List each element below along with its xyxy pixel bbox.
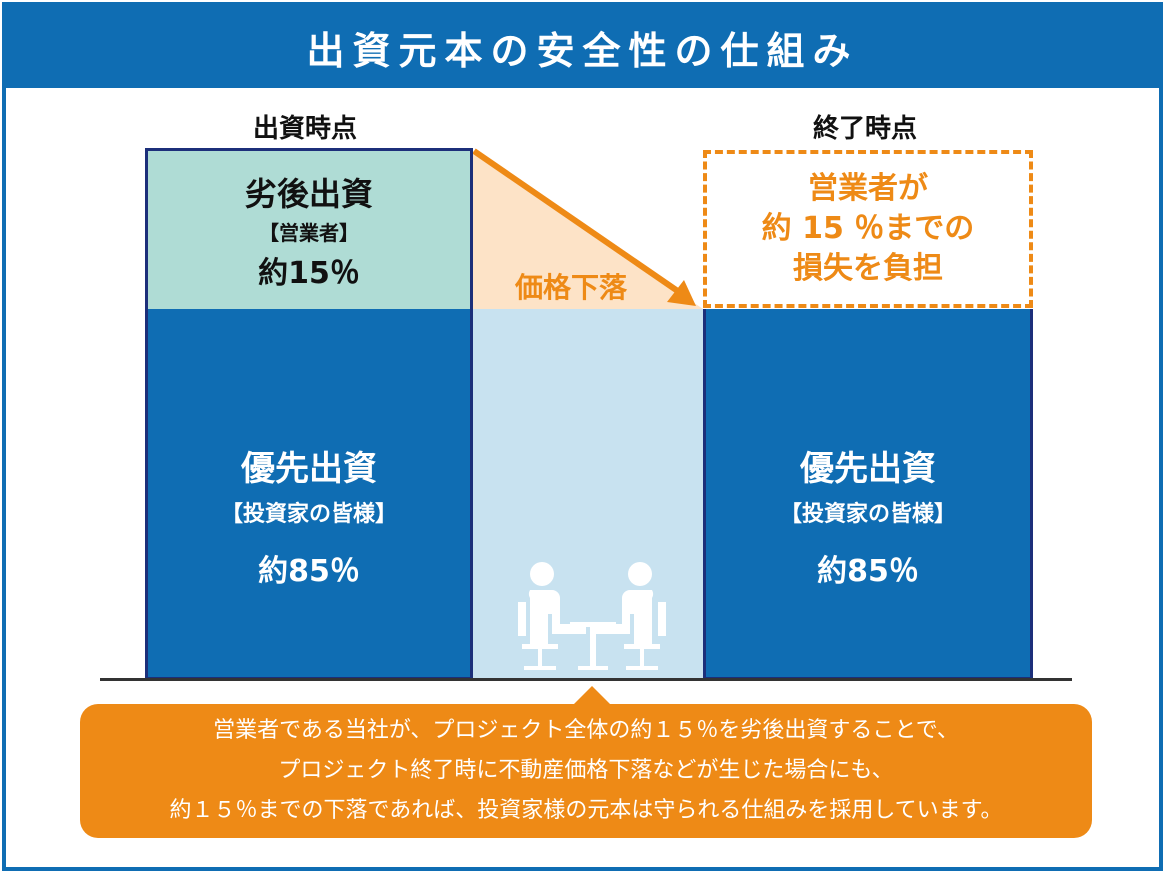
priority-share-right: 約85％	[817, 554, 919, 589]
note-line-2: プロジェクト終了時に不動産価格下落などが生じた場合にも、	[278, 758, 894, 783]
note-line-3: 約１５％までの下落であれば、投資家様の元本は守られる仕組みを採用しています。	[169, 798, 1003, 823]
people-meeting-icon	[518, 562, 666, 670]
loss-line-1: 営業者が	[808, 171, 928, 206]
note-line-1: 営業者である当社が、プロジェクト全体の約１５％を劣後出資することで、	[213, 718, 959, 743]
priority-share-left: 約85％	[258, 554, 360, 589]
loss-borne-box: 営業者が 約 15 ％までの 損失を負担	[703, 150, 1033, 308]
priority-title-left: 優先出資	[241, 449, 377, 489]
right-column-label: 終了時点	[812, 114, 917, 144]
priority-investment-box-left: 優先出資 【投資家の皆様】 約85％	[145, 309, 473, 680]
priority-holder-left: 【投資家の皆様】	[220, 502, 397, 527]
left-column-label: 出資時点	[252, 114, 357, 144]
loss-line-3: 損失を負担	[793, 251, 943, 286]
subordinate-title: 劣後出資	[244, 174, 373, 213]
loss-line-2: 約 15 ％までの	[761, 211, 975, 246]
explanation-callout: 営業者である当社が、プロジェクト全体の約１５％を劣後出資することで、 プロジェク…	[80, 704, 1092, 838]
priority-investment-box-right: 優先出資 【投資家の皆様】 約85％	[703, 309, 1033, 680]
priority-holder-right: 【投資家の皆様】	[779, 502, 956, 527]
subordinate-investment-box: 劣後出資 【営業者】 約15％	[145, 148, 473, 312]
priority-title-right: 優先出資	[800, 449, 936, 489]
subordinate-share: 約15％	[258, 255, 360, 291]
price-drop-label: 価格下落	[514, 271, 627, 304]
page-title: 出資元本の安全性の仕組み	[6, 6, 1159, 88]
callout-pointer	[572, 686, 612, 706]
baseline	[100, 678, 1072, 681]
subordinate-holder: 【営業者】	[259, 220, 359, 245]
